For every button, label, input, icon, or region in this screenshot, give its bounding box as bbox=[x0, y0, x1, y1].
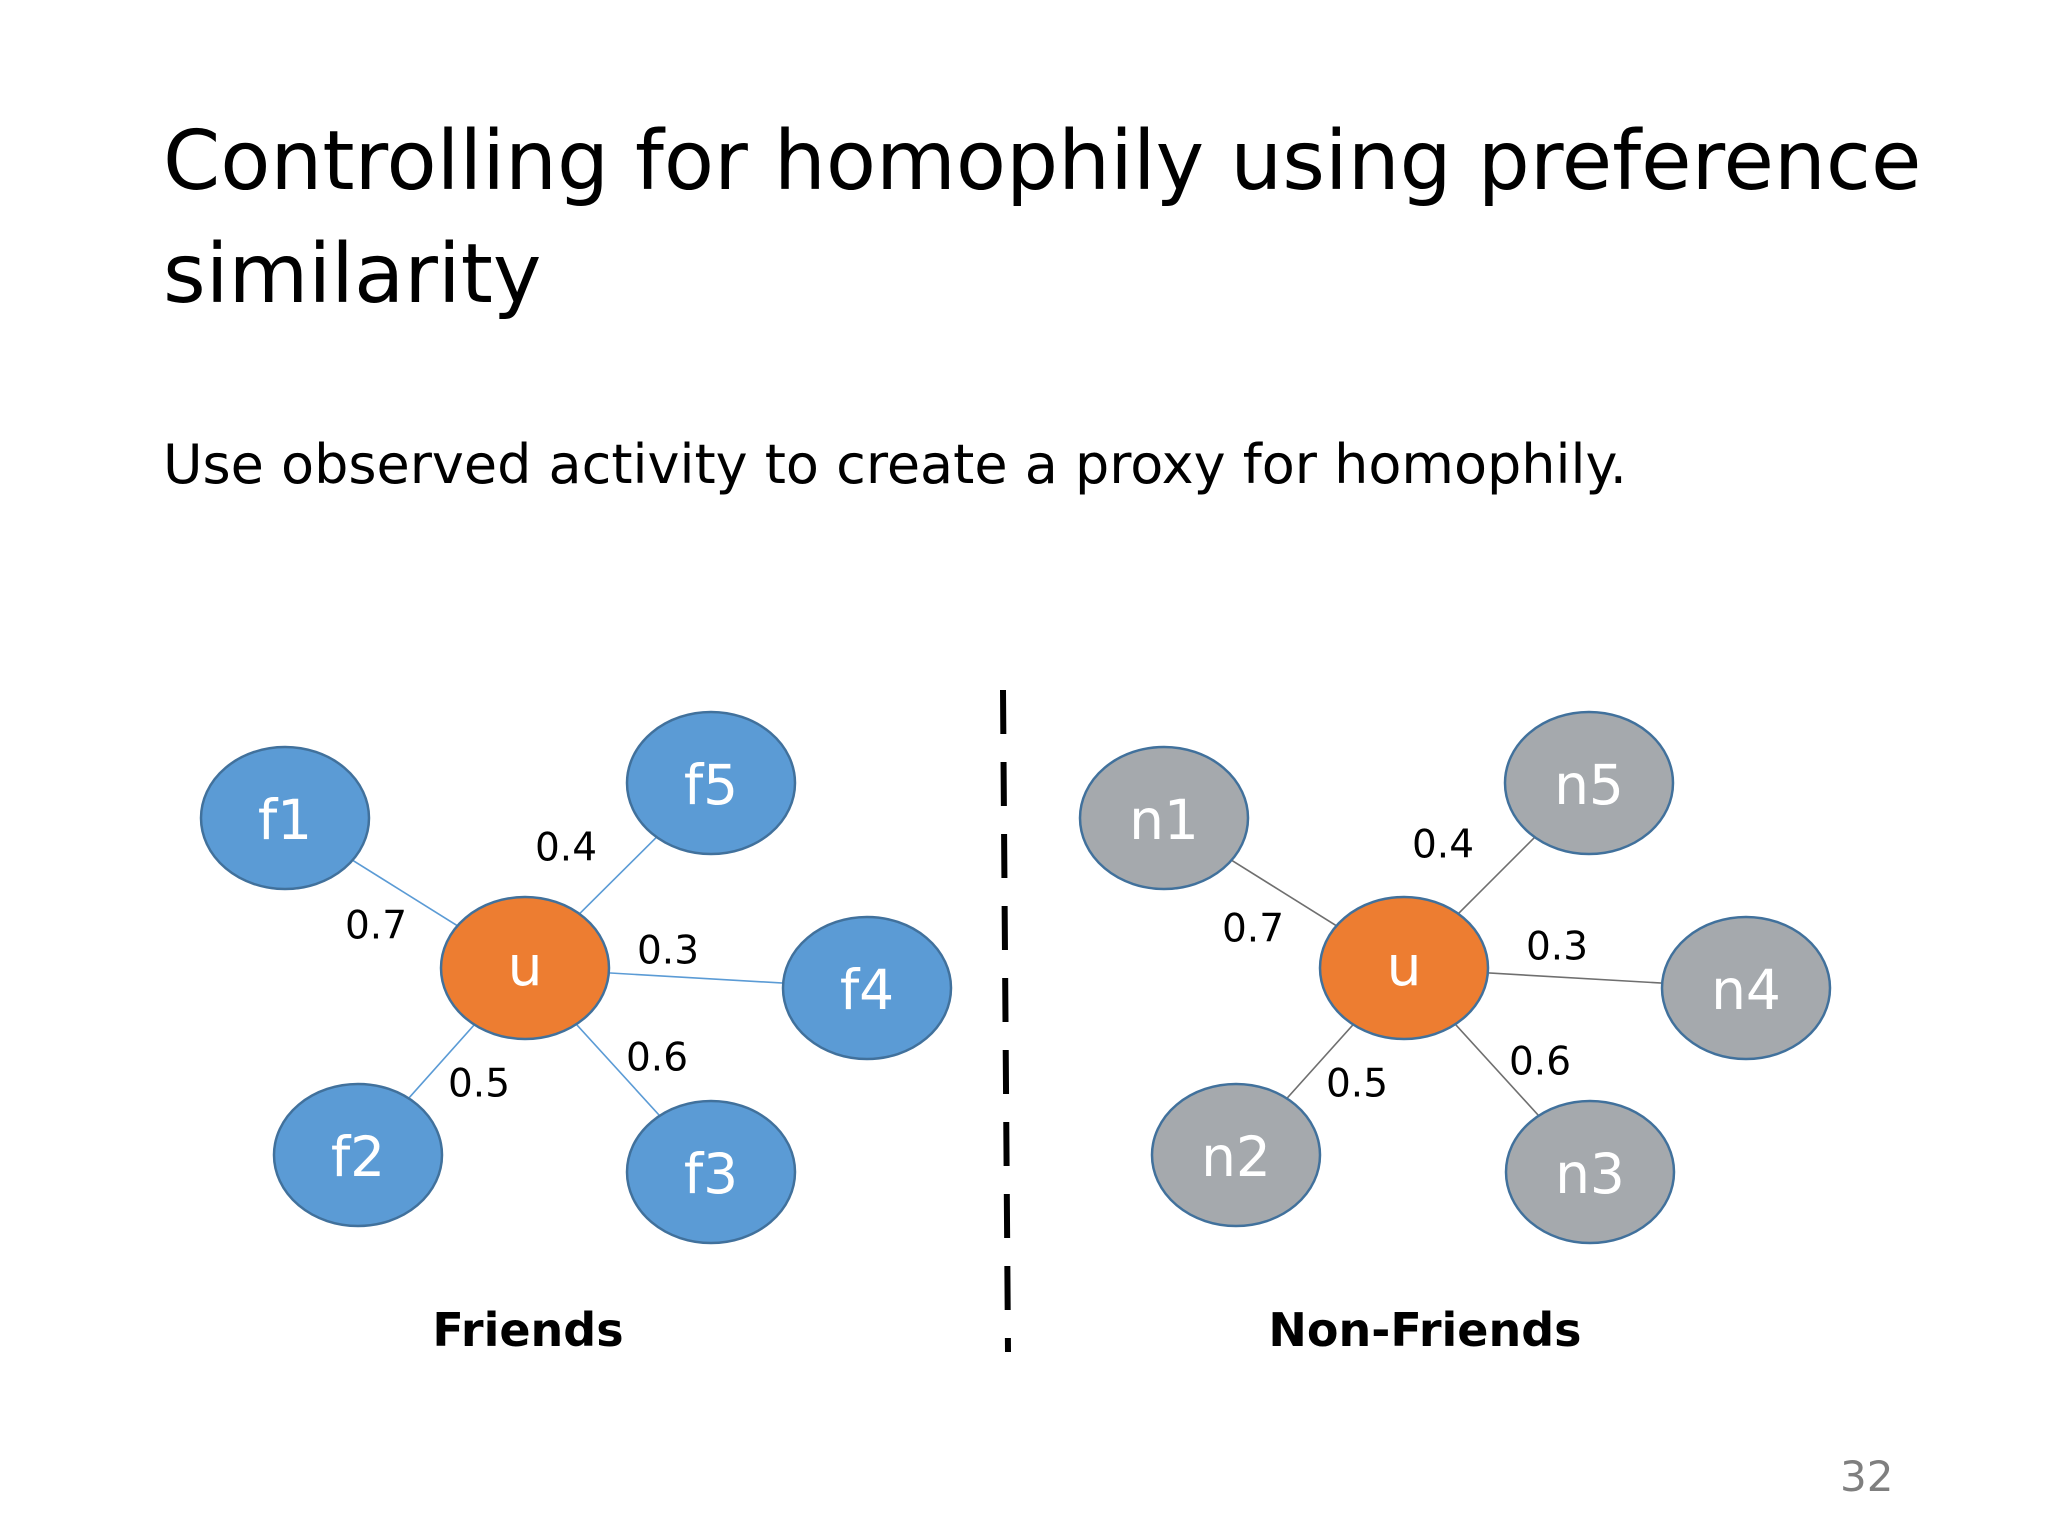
nonfriends-node-label-n2: n2 bbox=[1201, 1125, 1271, 1189]
friends-edge-weight-f3: 0.6 bbox=[626, 1036, 688, 1081]
nonfriends-edge-weight-n4: 0.3 bbox=[1526, 925, 1588, 970]
friends-node-label-f2: f2 bbox=[331, 1125, 385, 1189]
nonfriends-node-label-n1: n1 bbox=[1129, 788, 1199, 852]
nonfriends-node-n3 bbox=[1504, 1099, 1676, 1245]
nonfriends-node-label-n3: n3 bbox=[1555, 1142, 1625, 1206]
friends-node-f4 bbox=[781, 915, 953, 1061]
nonfriends-center-label: u bbox=[1387, 934, 1422, 998]
friends-node-f2 bbox=[272, 1082, 444, 1228]
friends-node-f5 bbox=[625, 710, 797, 856]
friends-edge-weight-f4: 0.3 bbox=[637, 929, 699, 974]
friends-node-label-f4: f4 bbox=[840, 958, 894, 1022]
friends-node-label-f5: f5 bbox=[684, 753, 738, 817]
page-number: 32 bbox=[1840, 1452, 1894, 1501]
slide-title: Controlling for homophily using preferen… bbox=[163, 114, 1922, 322]
nonfriends-edge-weight-n1: 0.7 bbox=[1222, 907, 1284, 952]
friends-caption: Friends bbox=[432, 1303, 623, 1357]
friends-center-node bbox=[439, 895, 611, 1041]
nonfriends-node-label-n5: n5 bbox=[1554, 753, 1624, 817]
nonfriends-edge-weight-n2: 0.5 bbox=[1326, 1062, 1388, 1107]
nonfriends-node-n2 bbox=[1150, 1082, 1322, 1228]
dashed-divider bbox=[1000, 689, 1011, 1353]
friends-edge-weight-f2: 0.5 bbox=[448, 1062, 510, 1107]
nonfriends-center-node bbox=[1318, 895, 1490, 1041]
nonfriends-node-label-n4: n4 bbox=[1711, 958, 1781, 1022]
friends-edge-weight-f1: 0.7 bbox=[345, 904, 407, 949]
nonfriends-node-n5 bbox=[1503, 710, 1675, 856]
friends-node-f3 bbox=[625, 1099, 797, 1245]
nonfriends-edge-weight-n3: 0.6 bbox=[1509, 1040, 1571, 1085]
nonfriends-caption: Non-Friends bbox=[1268, 1303, 1581, 1357]
nonfriends-node-n4 bbox=[1660, 915, 1832, 1061]
nonfriends-edge-weight-n5: 0.4 bbox=[1412, 823, 1474, 868]
slide-subtitle: Use observed activity to create a proxy … bbox=[163, 433, 1627, 496]
friends-node-f1 bbox=[199, 745, 371, 891]
friends-center-label: u bbox=[508, 934, 543, 998]
friends-node-label-f1: f1 bbox=[258, 788, 312, 852]
friends-node-label-f3: f3 bbox=[684, 1142, 738, 1206]
nonfriends-node-n1 bbox=[1078, 745, 1250, 891]
friends-edge-weight-f5: 0.4 bbox=[535, 826, 597, 871]
